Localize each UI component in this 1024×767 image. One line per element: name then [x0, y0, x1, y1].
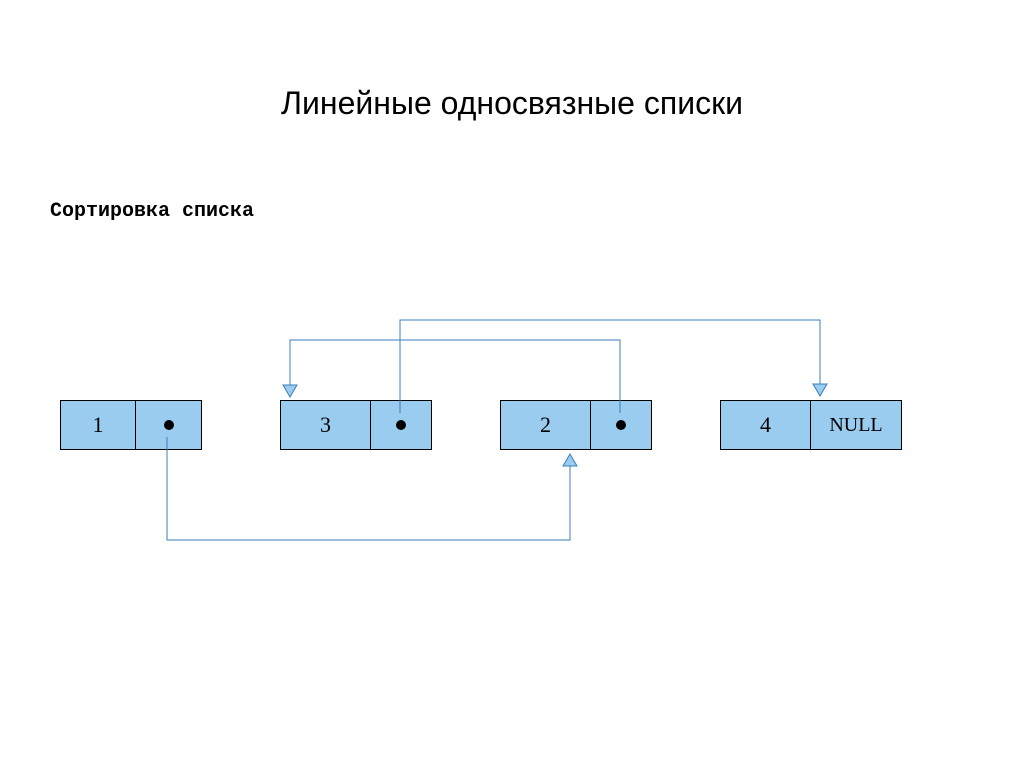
page-title: Линейные односвязные списки [0, 85, 1024, 122]
node-pointer [591, 401, 651, 449]
list-node-1: 1 [60, 400, 202, 450]
node-value: 4 [721, 401, 811, 449]
subtitle: Сортировка списка [50, 200, 254, 223]
node-value: 1 [61, 401, 136, 449]
null-label: NULL [829, 414, 882, 437]
node-pointer [136, 401, 201, 449]
pointer-dot-icon [396, 420, 406, 430]
node-value: 2 [501, 401, 591, 449]
list-node-2: 3 [280, 400, 432, 450]
node-value: 3 [281, 401, 371, 449]
list-node-3: 2 [500, 400, 652, 450]
node-pointer-null: NULL [811, 401, 901, 449]
pointer-dot-icon [616, 420, 626, 430]
list-node-4: 4 NULL [720, 400, 902, 450]
node-pointer [371, 401, 431, 449]
pointer-dot-icon [164, 420, 174, 430]
